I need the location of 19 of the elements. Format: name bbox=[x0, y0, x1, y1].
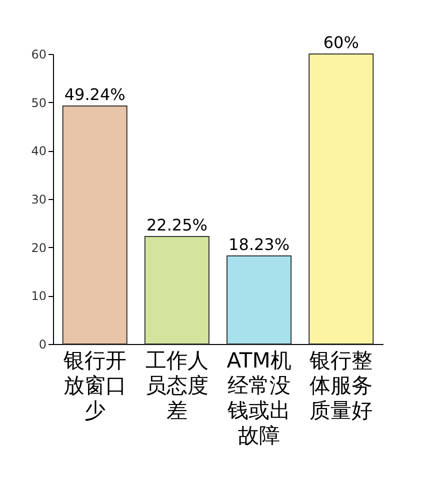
x-tick-label: 工作人员态度差 bbox=[145, 348, 208, 422]
y-tick-label: 0 bbox=[38, 338, 46, 352]
y-tick-label: 30 bbox=[31, 192, 46, 206]
data-label: 49.24% bbox=[64, 85, 126, 104]
y-tick-label: 60 bbox=[31, 48, 46, 62]
bar bbox=[144, 236, 210, 344]
bar bbox=[62, 106, 128, 344]
x-tick-label: 银行开放窗口少 bbox=[62, 348, 126, 422]
y-tick-label: 50 bbox=[31, 96, 46, 110]
x-tick-label: ATM机经常没钱或出故障 bbox=[226, 348, 292, 448]
y-tick-label: 40 bbox=[31, 144, 46, 158]
x-tick-label: 银行整体服务质量好 bbox=[308, 348, 373, 422]
bar bbox=[226, 255, 292, 344]
data-label: 60% bbox=[323, 33, 359, 52]
data-label: 22.25% bbox=[146, 215, 208, 234]
data-label: 18.23% bbox=[228, 234, 290, 254]
y-tick-label: 20 bbox=[31, 240, 46, 255]
y-tick-label: 10 bbox=[31, 289, 46, 304]
bar bbox=[308, 54, 374, 344]
